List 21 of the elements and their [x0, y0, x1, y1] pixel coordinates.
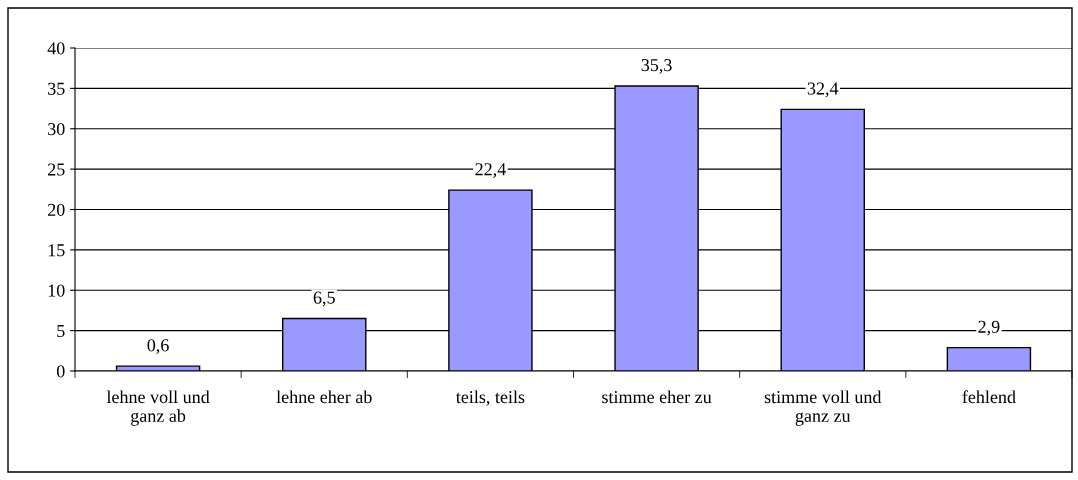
x-tick-label: lehne eher ab [276, 390, 372, 404]
y-tick-label: 5 [57, 325, 65, 338]
y-tick-label: 20 [48, 203, 65, 216]
data-label: 6,5 [313, 291, 335, 307]
y-tick-label: 10 [48, 284, 65, 297]
data-label: 0,6 [147, 339, 169, 354]
y-tick-label: 25 [48, 163, 65, 176]
data-label: 32,4 [807, 82, 839, 98]
y-tick-label: 40 [47, 42, 65, 55]
x-tick-label: lehne voll und ganz ab [106, 390, 210, 426]
y-tick-label: 35 [48, 82, 65, 95]
x-tick-label: stimme voll und ganz zu [764, 390, 882, 426]
x-tick-label: stimme eher zu [602, 390, 712, 404]
y-tick-label: 15 [48, 244, 65, 257]
x-tick-label: fehlend [962, 390, 1016, 404]
y-tick-label: 30 [48, 123, 65, 136]
x-tick-label: teils, teils [455, 390, 525, 406]
y-tick-label: 0 [56, 365, 65, 378]
data-label: 2,9 [978, 320, 1000, 336]
data-label: 22,4 [475, 163, 506, 178]
data-label: 35,3 [641, 59, 672, 74]
